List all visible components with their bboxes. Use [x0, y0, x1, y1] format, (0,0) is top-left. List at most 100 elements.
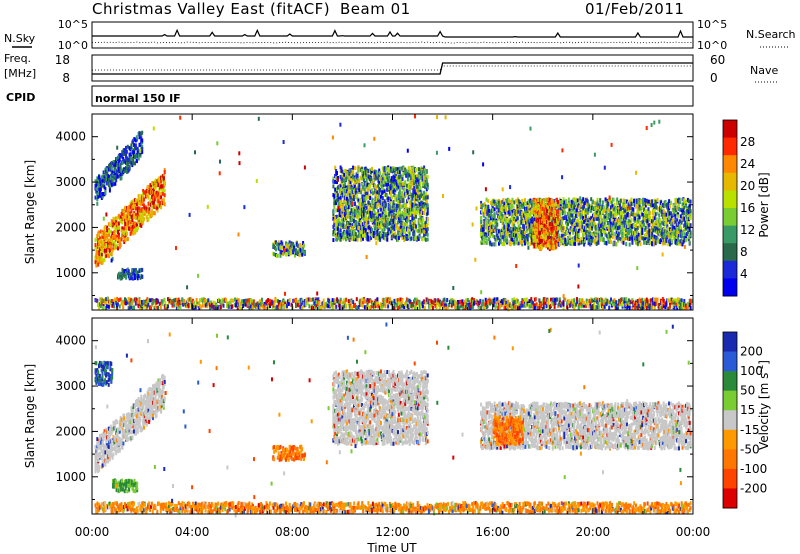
- scatter-cell: [398, 207, 401, 212]
- scatter-cell: [345, 205, 347, 209]
- scatter-cell: [358, 182, 361, 187]
- scatter-cell: [400, 216, 403, 220]
- scatter-cell: [154, 203, 157, 208]
- scatter-cell: [526, 225, 529, 230]
- scatter-cell: [481, 238, 483, 243]
- scatter-cell: [590, 197, 593, 202]
- scatter-cell: [398, 231, 401, 236]
- scatter-cell: [339, 193, 342, 198]
- nave-label: Nave: [750, 64, 778, 77]
- scatter-cell: [375, 216, 378, 221]
- scatter-cell: [382, 170, 385, 175]
- scatter-cell: [488, 237, 491, 242]
- scatter-cell: [124, 214, 127, 219]
- scatter-cell: [419, 181, 422, 186]
- scatter-cell: [394, 188, 397, 193]
- scatter-cell: [591, 238, 594, 243]
- scatter-cell: [363, 219, 366, 223]
- scatter-cell: [390, 195, 393, 200]
- scatter-cell: [106, 167, 109, 172]
- scatter-cell: [145, 207, 148, 212]
- scatter-cell: [493, 207, 496, 212]
- scatter-cell: [502, 198, 505, 203]
- scatter-cell: [96, 187, 99, 192]
- scatter-cell: [355, 194, 358, 199]
- scatter-cell: [424, 207, 426, 212]
- scatter-cell: [512, 230, 515, 235]
- scatter-cell: [412, 193, 415, 198]
- scatter-cell: [488, 213, 491, 218]
- scatter-cell: [110, 161, 113, 166]
- scatter-cell: [163, 180, 166, 185]
- scatter-cell: [635, 224, 637, 229]
- scatter-cell: [401, 210, 404, 215]
- scatter-cell: [336, 237, 338, 242]
- scatter-cell: [336, 227, 339, 232]
- scatter-cell: [346, 209, 349, 214]
- scatter-cell: [362, 224, 364, 229]
- scatter-cell: [560, 200, 563, 205]
- nave-right-tick-bottom: 0: [710, 71, 718, 85]
- scatter-cell: [332, 216, 335, 221]
- scatter-cell: [138, 269, 141, 274]
- scatter-cell: [628, 213, 631, 218]
- scatter-cell: [375, 197, 378, 202]
- scatter-cell: [400, 225, 403, 230]
- scatter-cell: [127, 269, 130, 274]
- scatter-cell: [137, 274, 140, 279]
- scatter-cell: [120, 237, 123, 242]
- scatter-cell: [156, 205, 159, 210]
- scatter-cell: [397, 204, 400, 209]
- scatter-cell: [410, 198, 413, 203]
- scatter-cell: [136, 276, 139, 281]
- scatter-cell: [506, 235, 509, 240]
- scatter-cell: [353, 219, 355, 223]
- scatter-cell: [521, 198, 524, 203]
- scatter-cell: [636, 225, 639, 230]
- scatter-cell: [140, 223, 143, 228]
- scatter-cell: [621, 231, 624, 236]
- scatter-cell: [423, 211, 426, 215]
- scatter-cell: [481, 230, 484, 235]
- scatter-cell: [365, 178, 368, 183]
- scatter-cell: [378, 213, 381, 218]
- freq-line: [92, 62, 693, 75]
- scatter-cell: [332, 184, 335, 189]
- scatter-cell: [138, 206, 141, 211]
- scatter-cell: [378, 168, 381, 173]
- scatter-cell: [372, 230, 375, 235]
- scatter-cell: [381, 211, 384, 216]
- scatter-cell: [378, 195, 381, 200]
- scatter-cell: [562, 216, 565, 221]
- scatter-cell: [137, 156, 140, 161]
- scatter-cell: [505, 231, 508, 236]
- scatter-cell: [414, 177, 417, 182]
- scatter-cell: [136, 208, 139, 213]
- scatter-cell: [368, 187, 371, 192]
- scatter-cell: [372, 199, 375, 204]
- scatter-cell: [400, 218, 403, 223]
- scatter-cell: [595, 216, 598, 221]
- scatter-cell: [337, 219, 340, 224]
- scatter-cell: [96, 192, 99, 197]
- scatter-cell: [125, 208, 128, 213]
- scatter-cell: [511, 197, 514, 202]
- scatter-cell: [121, 275, 124, 280]
- scatter-cell: [593, 211, 596, 216]
- scatter-cell: [147, 217, 150, 222]
- scatter-cell: [140, 212, 143, 217]
- scatter-cell: [279, 253, 282, 258]
- scatter-cell: [592, 200, 594, 205]
- scatter-cell: [362, 233, 364, 238]
- scatter-cell: [362, 185, 364, 190]
- scatter-cell: [378, 173, 381, 178]
- scatter-cell: [623, 232, 626, 237]
- scatter-cell: [366, 182, 369, 187]
- scatter-cell: [106, 171, 109, 176]
- scatter-cell: [339, 195, 342, 200]
- scatter-cell: [493, 212, 496, 217]
- scatter-cell: [163, 188, 166, 193]
- scatter-cell: [297, 250, 300, 255]
- scatter-cell: [415, 206, 418, 211]
- scatter-cell: [414, 219, 417, 224]
